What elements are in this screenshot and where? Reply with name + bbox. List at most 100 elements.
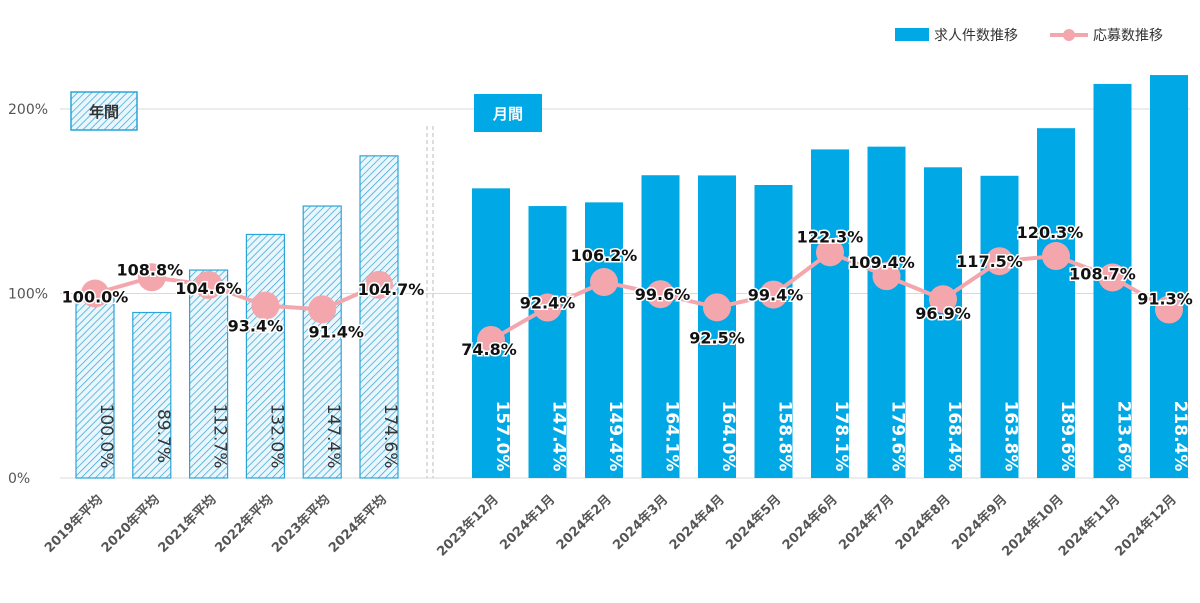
line-point xyxy=(477,325,505,354)
line-value-label: 109.4% xyxy=(848,253,915,272)
x-tick-label: 2024年4月 xyxy=(666,492,728,554)
bar xyxy=(132,311,172,479)
bar-value-label: 168.4% xyxy=(944,401,964,472)
line-point xyxy=(929,285,957,314)
line-value-label: 117.5% xyxy=(956,252,1023,271)
line-point xyxy=(533,293,562,322)
panel-label-annual: 年間 xyxy=(70,91,138,131)
bar xyxy=(980,175,1019,478)
line-value-label: 99.6% xyxy=(635,285,691,304)
line-value-label: 91.4% xyxy=(308,322,364,341)
bar-value-label: 179.6% xyxy=(888,401,908,472)
x-tick-label: 2024年9月 xyxy=(949,492,1011,554)
bar-value-label: 147.4% xyxy=(549,401,569,472)
x-tick-label: 2019年平均 xyxy=(41,492,105,556)
y-axis-ticks: 0% 100% 200% xyxy=(8,102,48,487)
line-value-label: 120.3% xyxy=(1017,223,1084,242)
line-point xyxy=(137,263,166,292)
bar-value-label: 174.6% xyxy=(380,404,400,469)
line-value-label: 108.7% xyxy=(1069,264,1136,283)
bar-value-label: 164.0% xyxy=(718,401,738,472)
line-point xyxy=(703,293,731,322)
bar-value-label: 164.1% xyxy=(662,401,682,472)
bar-value-label: 178.1% xyxy=(831,401,851,472)
panel-label-annual-text: 年間 xyxy=(89,103,119,121)
y-tick-label: 100% xyxy=(8,287,48,303)
line-point xyxy=(759,280,788,309)
x-tick-label: 2020年平均 xyxy=(98,492,162,556)
panel-label-monthly: 月間 xyxy=(474,94,542,132)
x-tick-label: 2024年6月 xyxy=(779,492,841,554)
bar xyxy=(189,269,229,479)
line-value-label: 91.3% xyxy=(1137,290,1193,309)
line-point xyxy=(194,271,223,300)
bar xyxy=(585,202,623,478)
x-tick-label: 2024年2月 xyxy=(553,492,615,554)
bar xyxy=(245,233,285,479)
line-point xyxy=(816,238,844,267)
line-point xyxy=(1155,295,1183,324)
x-tick-label: 2021年平均 xyxy=(155,492,219,556)
bar-series xyxy=(75,75,1188,479)
bar-value-label: 213.6% xyxy=(1114,401,1134,472)
x-tick-label: 2024年平均 xyxy=(325,492,389,556)
panel-label-monthly-text: 月間 xyxy=(492,105,523,123)
bar-value-label: 158.8% xyxy=(775,401,795,472)
line-point-labels: 100.0% 108.8%104.6% 93.4% 91.4% 104.7% 74.8% 9… xyxy=(60,222,1194,361)
line-value-label: 92.4% xyxy=(520,294,576,313)
x-tick-label: 2024年5月 xyxy=(723,492,785,554)
x-tick-label: 2022年平均 xyxy=(212,492,276,556)
line-point xyxy=(1042,242,1070,271)
bar-value-label: 89.7% xyxy=(153,409,173,463)
line-value-label: 104.6% xyxy=(175,279,242,298)
y-tick-label: 0% xyxy=(8,471,30,487)
line-point xyxy=(1098,263,1127,292)
bar-value-label: 157.0% xyxy=(492,401,512,472)
bar xyxy=(1037,128,1075,479)
panel-label-annual-box xyxy=(70,91,138,131)
bar xyxy=(698,175,736,479)
line-value-label: 92.5% xyxy=(689,328,745,347)
line-point xyxy=(251,291,280,320)
line-value-label: 93.4% xyxy=(228,317,284,336)
bar-value-label: 132.0% xyxy=(266,404,286,469)
line-value-label: 96.9% xyxy=(915,304,971,323)
legend-bar-label: 求人件数推移 xyxy=(934,28,1018,44)
line-point xyxy=(590,268,618,297)
line-point xyxy=(365,270,393,299)
x-tick-label: 2023年平均 xyxy=(269,492,333,556)
line-value-label: 106.2% xyxy=(571,246,638,265)
bar xyxy=(302,205,342,479)
line-point xyxy=(646,280,675,309)
bar xyxy=(754,185,793,478)
bar-value-label: 218.4% xyxy=(1170,401,1190,472)
x-tick-label: 2024年8月 xyxy=(892,492,954,554)
line-points xyxy=(81,238,1183,354)
line-value-label: 99.4% xyxy=(748,286,804,305)
line-point xyxy=(308,295,337,324)
legend: 求人件数推移 応募数推移 xyxy=(895,28,1163,44)
bar-value-label: 149.4% xyxy=(605,401,625,472)
y-tick-label: 200% xyxy=(8,102,48,118)
legend-line-marker xyxy=(1063,29,1075,41)
bar xyxy=(1150,75,1188,478)
x-tick-label: 2024年3月 xyxy=(610,492,672,554)
bar xyxy=(811,149,849,478)
line-value-label: 122.3% xyxy=(797,227,864,246)
line-value-label: 104.7% xyxy=(358,280,425,299)
line-point xyxy=(985,247,1014,276)
bar-value-label: 100.0% xyxy=(96,404,116,469)
bar xyxy=(75,292,115,479)
bar xyxy=(528,206,567,478)
x-axis-labels: 2019年平均2020年平均2021年平均2022年平均2023年平均2024年… xyxy=(41,492,1179,560)
line-point xyxy=(81,279,109,308)
x-tick-label: 2023年12月 xyxy=(434,492,502,560)
bar xyxy=(641,175,680,478)
bar-labels: 100.0% 89.7% 112.7% 132.0% 147.4% 174.6% 157.0… xyxy=(96,401,1190,472)
line-value-label: 74.8% xyxy=(461,340,517,359)
legend-bar-swatch xyxy=(895,28,929,41)
bar-value-label: 163.8% xyxy=(1001,401,1021,472)
legend-line-label: 応募数推移 xyxy=(1093,28,1163,44)
